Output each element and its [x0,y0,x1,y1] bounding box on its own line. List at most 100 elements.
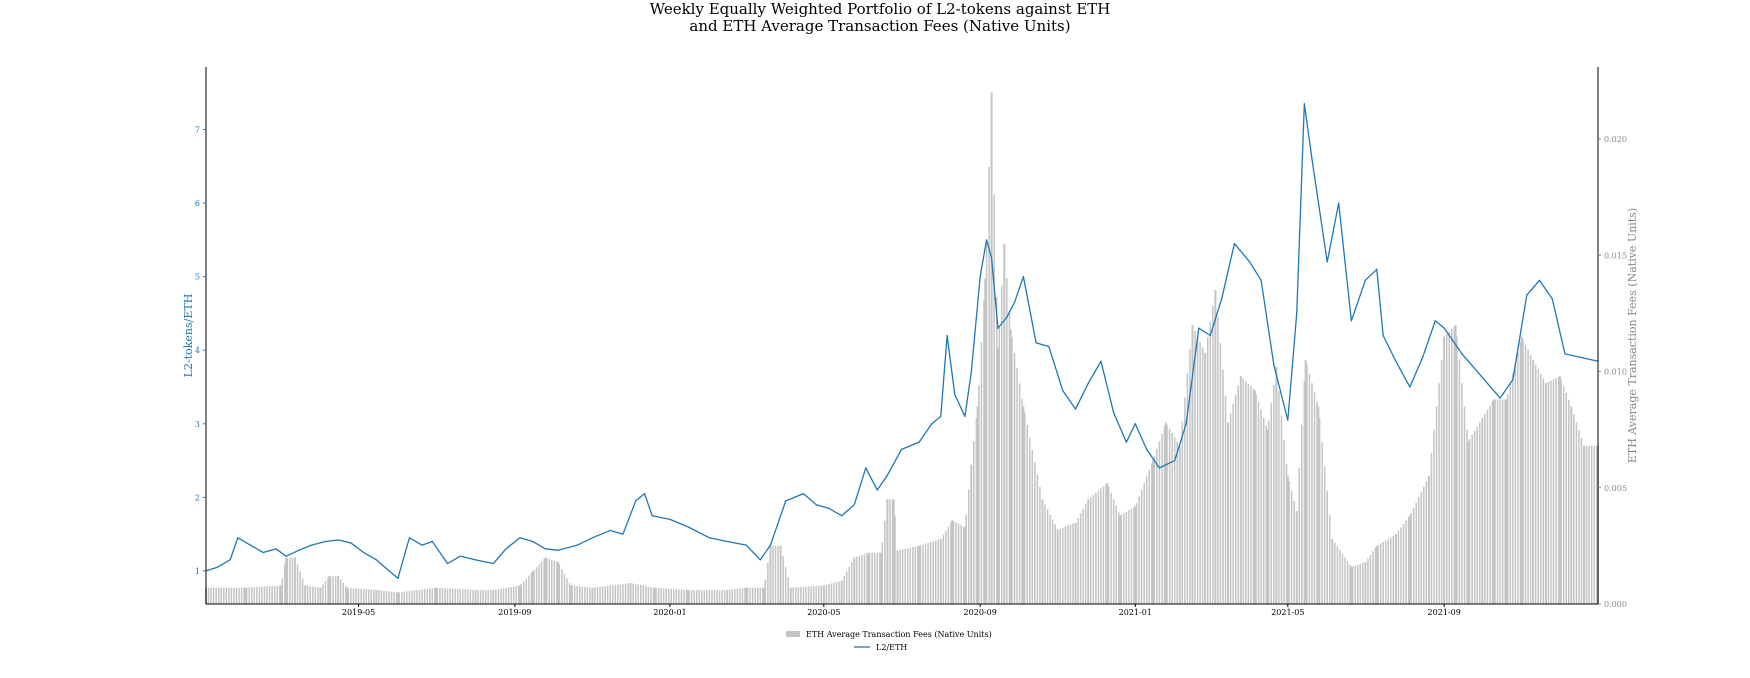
fee-bar-fill [973,441,975,604]
fee-bar-fill [398,592,400,604]
fee-bar-fill [1288,481,1290,604]
x-tick-label: 2020-09 [964,608,997,617]
fee-bar-fill [1372,551,1374,604]
fee-bar-fill [1578,430,1580,604]
fee-bar [769,545,772,604]
fee-bar-fill [482,590,484,604]
fee-bar-fill [1145,476,1148,604]
fee-bar-fill [817,585,820,604]
fee-bar-fill [688,590,690,604]
fee-bar [963,527,966,604]
fee-bar-fill [1392,535,1395,604]
fee-bar [435,587,438,604]
fee-bar-fill [1026,425,1028,604]
fee-bar [1164,422,1167,604]
fee-bar-fill [215,587,217,604]
fee-bar-fill [342,582,345,604]
fee-bar-fill [861,554,863,604]
fee-bar-fill [1303,381,1306,604]
fee-bar-fill [1410,513,1412,604]
fee-bar [1408,515,1411,604]
fee-bar-fill [1326,490,1328,604]
fee-bar-fill [1407,517,1410,604]
fee-bar-fill [235,587,238,604]
fee-bar-fill [675,589,678,604]
x-tick-label: 2021-05 [1271,608,1304,617]
fee-bar-fill [701,590,703,604]
fee-bar [1558,376,1561,604]
fee-bar-fill [1486,409,1489,604]
l2-eth-point [1198,327,1200,329]
l2-eth-point [249,544,252,546]
fee-bar-fill [403,591,406,604]
fee-bar-fill [665,588,667,604]
l2-eth-point [1022,276,1024,278]
fee-bar-fill [1562,386,1565,604]
l2-eth-point [1233,242,1236,245]
l2-eth-point [1434,320,1436,322]
fee-bar-fill [1102,486,1105,604]
fee-bar [1427,476,1430,604]
fee-bar [726,590,729,604]
l2-eth-point [1146,448,1148,451]
fee-bar-fill [1560,379,1562,604]
fee-bar-fill [1484,413,1486,604]
fee-bar-fill [983,299,985,604]
fee-bar-fill [1529,354,1532,604]
fee-bar [591,587,594,604]
fee-bar-fill [1298,467,1301,604]
fee-bar-fill [1034,462,1036,604]
l2-eth-point [785,500,787,502]
fee-bar-fill [1196,336,1199,604]
fee-bar-fill [1224,396,1227,604]
fee-bar-fill [365,589,367,604]
fee-bar-fill [261,586,263,604]
fee-bar-fill [812,586,815,604]
fee-bar-fill [967,489,970,604]
fee-bar-fill [759,587,762,604]
l2-eth-point [622,533,624,535]
fee-bar-fill [1466,429,1468,604]
l2-eth-point [802,493,805,495]
fee-bar-fill [1016,368,1018,604]
fee-bar-fill [373,589,375,604]
l2-eth-point [1551,298,1553,300]
fee-bar [1214,290,1217,604]
fee-bar [1394,534,1397,604]
fee-bar [653,587,656,604]
fee-bar-fill [1506,394,1509,604]
fee-bar-fill [764,579,767,604]
fee-bar-fill [782,556,784,604]
fee-bar-fill [1138,496,1140,604]
fee-bar-fill [1097,490,1100,604]
fee-bar-fill [640,585,642,604]
l2-eth-point [431,540,433,543]
fee-bar-fill [914,546,917,604]
fee-bar-fill [1552,379,1555,604]
l2-eth-point [1158,467,1161,469]
fee-bar-fill [1161,433,1163,604]
fee-bar-fill [912,547,914,604]
fee-bar-fill [843,576,845,604]
fee-bar [745,587,748,604]
fee-bar [789,587,792,604]
fee-bar-fill [411,590,413,604]
fee-bar-fill [439,587,441,604]
fee-bar-fill [1092,495,1095,604]
fee-bar-fill [233,587,235,604]
fee-bar-fill [1336,546,1339,604]
fee-bar-fill [1323,466,1326,604]
fee-bar-fill [1308,373,1311,604]
fee-bar-fill [1168,429,1171,604]
fee-bar-fill [975,418,978,604]
fee-bar-fill [690,590,693,604]
fee-bar-fill [1420,491,1423,604]
fee-bar-fill [1135,503,1138,604]
fee-bar-fill [1123,513,1125,604]
left-axis-label: L2-tokens/ETH [182,294,195,378]
fee-bar [569,585,572,604]
fee-bar-fill [614,584,617,604]
fee-bar-fill [650,586,652,604]
l2-eth-point [1421,356,1424,359]
fee-bar-fill [1006,278,1008,604]
